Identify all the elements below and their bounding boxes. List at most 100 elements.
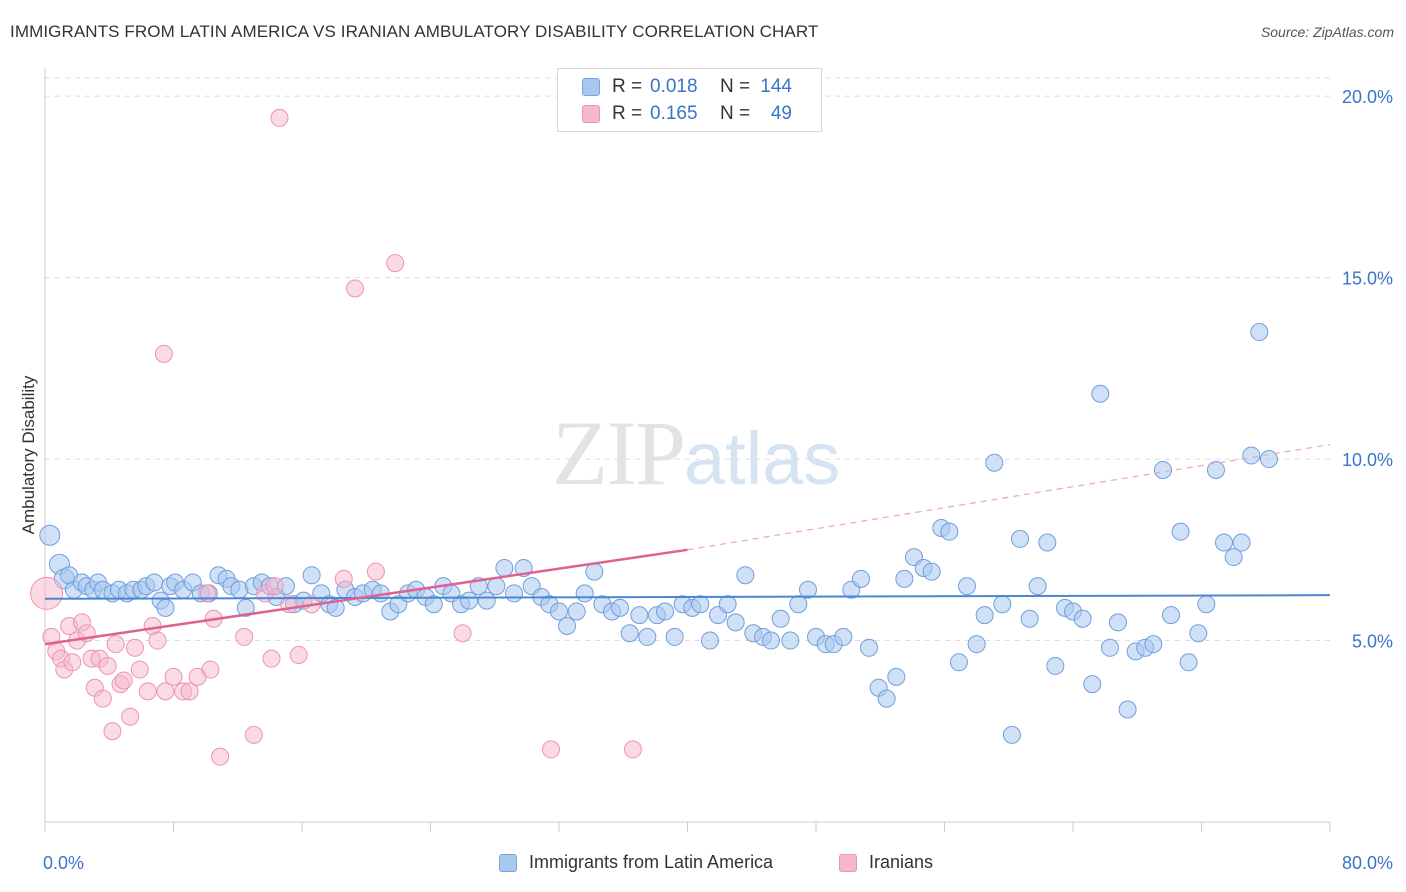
data-point-iranians	[244, 725, 263, 744]
y-tick-label: 20.0%	[1342, 87, 1393, 107]
data-point-iranians	[334, 569, 353, 588]
data-point-latin-america	[789, 595, 808, 614]
data-point-latin-america	[1161, 606, 1180, 625]
data-point-latin-america	[726, 613, 745, 632]
x-tick-label: 80.0%	[1342, 853, 1393, 873]
legend-row-latin-america: R = 0.018 N = 144	[582, 75, 792, 99]
data-point-latin-america	[1046, 656, 1065, 675]
data-point-latin-america	[236, 598, 255, 617]
data-point-latin-america	[326, 598, 345, 617]
data-point-iranians	[623, 740, 642, 759]
data-point-latin-america	[771, 609, 790, 628]
data-point-iranians	[93, 689, 112, 708]
data-point-latin-america	[1020, 609, 1039, 628]
data-point-latin-america	[922, 562, 941, 581]
data-point-iranians	[262, 649, 281, 668]
series-legend: Immigrants from Latin America Iranians	[0, 852, 1406, 876]
data-point-latin-america	[1242, 446, 1261, 465]
chart-title: IMMIGRANTS FROM LATIN AMERICA VS IRANIAN…	[10, 22, 819, 41]
data-point-latin-america	[1214, 533, 1233, 552]
y-tick-label: 15.0%	[1342, 269, 1393, 289]
data-point-latin-america	[762, 631, 781, 650]
data-point-latin-america	[1038, 533, 1057, 552]
data-point-latin-america	[851, 569, 870, 588]
data-point-latin-america	[558, 617, 577, 636]
data-point-iranians	[63, 653, 82, 672]
data-point-latin-america	[895, 569, 914, 588]
data-point-iranians	[453, 624, 472, 643]
series-label: Iranians	[869, 852, 934, 872]
watermark-zip: ZIP	[552, 402, 686, 504]
data-point-iranians	[180, 682, 199, 701]
legend-n-value: 49	[770, 103, 792, 124]
axes	[44, 68, 1331, 832]
data-point-latin-america	[611, 598, 630, 617]
data-point-iranians	[125, 638, 144, 657]
data-point-latin-america	[1206, 460, 1225, 479]
watermark: ZIPatlas	[552, 400, 840, 506]
data-point-latin-america	[957, 577, 976, 596]
data-point-latin-america	[656, 602, 675, 621]
series-legend-iranians: Iranians	[839, 852, 933, 873]
legend-n-label: N =	[720, 76, 751, 97]
legend-row-iranians: R = 0.165 N = 49	[582, 102, 792, 126]
data-point-iranians	[121, 707, 140, 726]
y-tick-label: 5.0%	[1352, 632, 1393, 652]
watermark-atlas: atlas	[684, 417, 841, 500]
data-point-iranians	[156, 682, 175, 701]
data-point-iranians	[289, 646, 308, 665]
data-point-latin-america	[985, 453, 1004, 472]
data-point-iranians	[211, 747, 230, 766]
data-point-iranians	[148, 631, 167, 650]
data-point-iranians	[138, 682, 157, 701]
data-point-latin-america	[877, 689, 896, 708]
data-point-latin-america	[495, 558, 514, 577]
data-point-latin-america	[1028, 577, 1047, 596]
y-tick-label: 10.0%	[1342, 450, 1393, 470]
legend-n-value: 144	[760, 76, 792, 97]
grid-lines	[45, 77, 1330, 642]
source-label: Source: ZipAtlas.com	[1260, 24, 1394, 40]
series-swatch-pink	[839, 853, 857, 872]
x-tick-label: 0.0%	[43, 853, 84, 873]
data-point-iranians	[541, 740, 560, 759]
data-point-iranians	[366, 562, 385, 581]
y-axis-title: Ambulatory Disability	[19, 375, 38, 534]
data-point-iranians	[30, 576, 64, 610]
legend-swatch-pink	[582, 105, 600, 123]
data-point-latin-america	[1144, 635, 1163, 654]
data-point-latin-america	[1179, 653, 1198, 672]
data-point-iranians	[98, 656, 117, 675]
data-points	[30, 108, 1278, 766]
data-point-latin-america	[860, 638, 879, 657]
data-point-iranians	[114, 671, 133, 690]
data-point-latin-america	[460, 591, 479, 610]
data-point-iranians	[270, 108, 289, 127]
data-point-latin-america	[1153, 460, 1172, 479]
data-point-iranians	[346, 279, 365, 298]
data-point-latin-america	[1091, 384, 1110, 403]
data-point-latin-america	[39, 524, 61, 546]
data-point-latin-america	[1189, 624, 1208, 643]
data-point-iranians	[154, 344, 173, 363]
legend-r-value: 0.018	[650, 76, 698, 97]
data-point-latin-america	[736, 566, 755, 585]
data-point-latin-america	[1002, 725, 1021, 744]
data-point-latin-america	[620, 624, 639, 643]
data-point-latin-america	[798, 580, 817, 599]
data-point-latin-america	[887, 667, 906, 686]
data-point-iranians	[103, 722, 122, 741]
data-point-latin-america	[487, 577, 506, 596]
data-point-latin-america	[1100, 638, 1119, 657]
data-point-latin-america	[1224, 548, 1243, 567]
data-point-iranians	[201, 660, 220, 679]
data-point-iranians	[265, 577, 284, 596]
data-point-latin-america	[1083, 675, 1102, 694]
data-point-latin-america	[477, 591, 496, 610]
data-point-latin-america	[1171, 522, 1190, 541]
data-point-latin-america	[1197, 595, 1216, 614]
legend-r-value: 0.165	[650, 103, 698, 124]
data-point-latin-america	[967, 635, 986, 654]
tick-labels: 5.0% 10.0% 15.0% 20.0% 0.0% 80.0% Ambulatory D…	[19, 87, 1393, 873]
